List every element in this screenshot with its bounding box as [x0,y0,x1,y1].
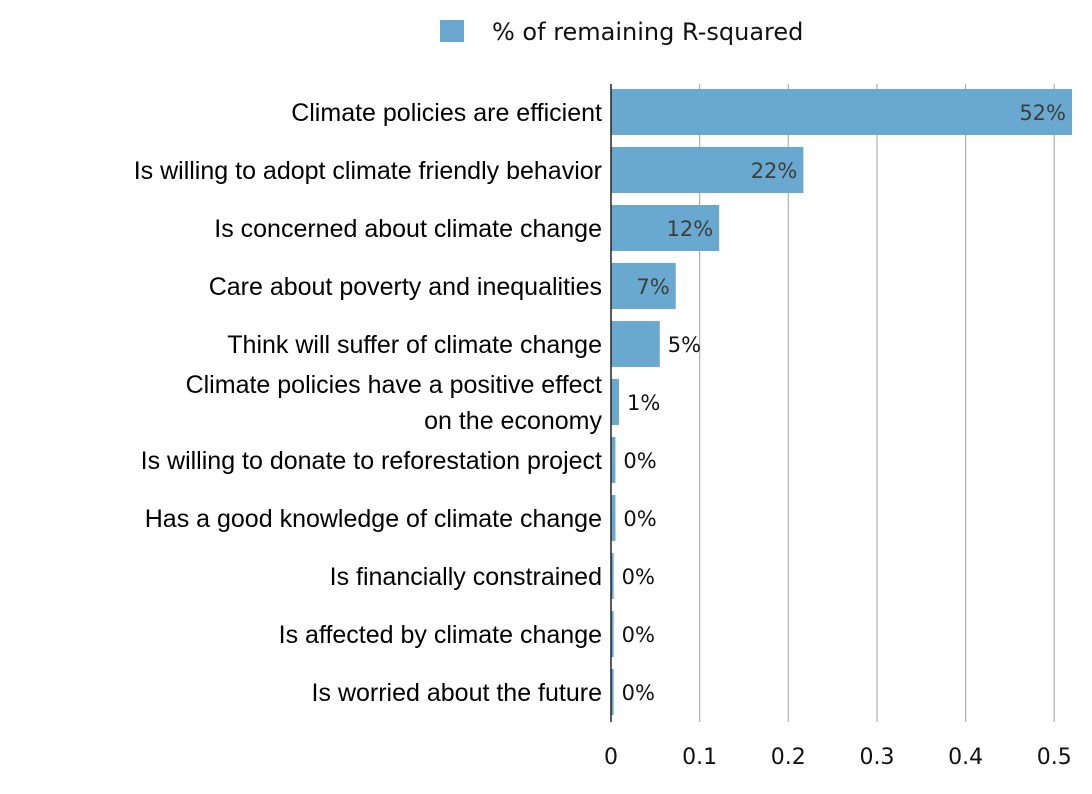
category-label: Is worried about the future [312,679,602,707]
bar [611,611,614,657]
data-label: 22% [751,159,798,183]
category-label: on the economy [424,407,602,435]
data-label: 52% [1019,101,1066,125]
bar [611,263,676,309]
x-tick-label: 0 [604,745,618,770]
legend-swatch [440,20,464,42]
x-tick-label: 0.1 [682,745,717,770]
bar [611,553,614,599]
bars [611,89,1072,715]
x-tick-label: 0.3 [859,745,894,770]
bar [611,669,614,715]
category-label: Is affected by climate change [279,621,602,649]
legend-label: % of remaining R-squared [492,18,803,46]
data-label: 1% [627,391,660,415]
bar [611,89,1072,135]
category-label: Is financially constrained [330,563,602,591]
category-labels: Climate policies are efficient Is willing… [134,99,603,707]
data-label: 0% [623,507,656,531]
data-label: 7% [636,275,669,299]
data-label: 5% [668,333,701,357]
data-labels: 52% 22% 12% 7% 5% 1% 0% 0% 0% 0% 0% [622,101,1066,705]
data-label: 12% [666,217,713,241]
x-tick-label: 0.4 [948,745,983,770]
bar [611,205,720,251]
category-label: Think will suffer of climate change [227,331,602,359]
bar [611,495,616,541]
category-label: Climate policies have a positive effect [186,371,602,399]
x-tick-label: 0.2 [771,745,806,770]
data-label: 0% [622,681,655,705]
legend: % of remaining R-squared [440,18,803,46]
bar [611,321,660,367]
category-label: Is willing to donate to reforestation pr… [141,447,602,475]
bar [611,147,804,193]
x-axis-tick-labels: 0 0.1 0.2 0.3 0.4 0.5 [604,745,1072,770]
x-tick-label: 0.5 [1037,745,1072,770]
data-label: 0% [622,565,655,589]
bar [611,437,616,483]
category-label: Climate policies are efficient [291,99,602,127]
category-label: Has a good knowledge of climate change [145,505,602,533]
category-label: Is willing to adopt climate friendly beh… [134,157,602,185]
bar [611,379,619,425]
category-label: Care about poverty and inequalities [209,273,602,301]
category-label: Is concerned about climate change [214,215,602,243]
data-label: 0% [622,623,655,647]
data-label: 0% [623,449,656,473]
